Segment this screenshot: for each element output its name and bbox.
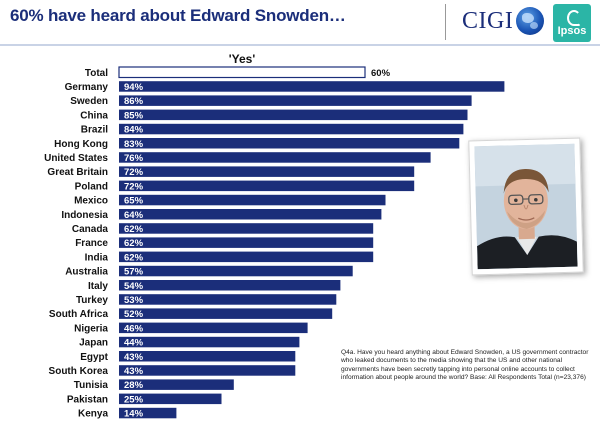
value-label-germany: 94%: [124, 82, 144, 93]
bar-canada: [119, 223, 374, 234]
portrait-photo-frame: [468, 137, 584, 276]
bar-total: [118, 66, 366, 79]
bar-sweden: [119, 95, 472, 106]
category-label-brazil: Brazil: [81, 125, 108, 136]
category-label-south-korea: South Korea: [49, 366, 109, 377]
category-label-japan: Japan: [79, 338, 108, 349]
value-label-total: 60%: [371, 68, 391, 79]
bar-indonesia: [119, 209, 382, 220]
bar-japan: [119, 336, 300, 348]
bar-great-britain: [119, 166, 415, 177]
bar-germany: [119, 81, 505, 92]
bar-mexico: [119, 194, 386, 206]
bar-nigeria: [119, 322, 308, 334]
category-label-tunisia: Tunisia: [74, 380, 109, 391]
bar-tunisia: [119, 379, 234, 390]
category-label-total: Total: [85, 68, 108, 79]
page-title: 60% have heard about Edward Snowden…: [10, 6, 346, 25]
value-label-tunisia: 28%: [124, 380, 144, 391]
value-label-indonesia: 64%: [124, 210, 144, 221]
value-label-great-britain: 72%: [124, 167, 144, 178]
globe-icon: [516, 7, 545, 35]
value-label-india: 62%: [124, 252, 144, 263]
value-label-nigeria: 46%: [124, 323, 144, 334]
category-label-kenya: Kenya: [78, 409, 108, 420]
bar-poland: [119, 180, 415, 192]
value-label-brazil: 84%: [124, 125, 144, 136]
bar-brazil: [119, 123, 464, 135]
value-label-south-korea: 43%: [124, 366, 144, 377]
value-label-pakistan: 25%: [124, 394, 144, 405]
category-label-hong-kong: Hong Kong: [54, 139, 108, 150]
value-label-kenya: 14%: [124, 409, 144, 420]
category-label-south-africa: South Africa: [49, 309, 109, 320]
value-label-china: 85%: [124, 110, 144, 121]
value-label-japan: 44%: [124, 338, 144, 349]
value-label-france: 62%: [124, 238, 144, 249]
category-label-nigeria: Nigeria: [74, 323, 108, 334]
bar-australia: [119, 265, 353, 277]
value-label-united-states: 76%: [124, 153, 144, 164]
value-label-turkey: 53%: [124, 295, 144, 306]
survey-footnote: Q4a. Have you heard anything about Edwar…: [341, 349, 589, 382]
ipsos-mark-icon: [567, 10, 581, 26]
category-label-great-britain: Great Britain: [47, 167, 108, 178]
value-label-poland: 72%: [124, 181, 144, 192]
ipsos-logo-text: Ipsos: [557, 25, 587, 37]
category-label-mexico: Mexico: [74, 196, 108, 207]
category-label-italy: Italy: [88, 281, 108, 292]
bar-kenya: [119, 407, 177, 419]
value-label-hong-kong: 83%: [124, 139, 144, 150]
bar-egypt: [119, 351, 296, 362]
logo-separator: [445, 4, 446, 40]
bar-pakistan: [119, 393, 222, 405]
category-label-united-states: United States: [44, 153, 108, 164]
bar-france: [119, 237, 374, 248]
category-label-turkey: Turkey: [76, 295, 108, 306]
category-label-sweden: Sweden: [70, 96, 108, 107]
bar-hong-kong: [119, 138, 460, 149]
category-label-indonesia: Indonesia: [61, 210, 108, 221]
chart-subtitle: 'Yes': [228, 52, 256, 66]
value-label-italy: 54%: [124, 281, 144, 292]
value-label-south-africa: 52%: [124, 309, 144, 320]
category-label-canada: Canada: [72, 224, 109, 235]
value-label-mexico: 65%: [124, 196, 144, 207]
value-label-canada: 62%: [124, 224, 144, 235]
category-label-india: India: [85, 252, 109, 263]
category-label-egypt: Egypt: [80, 352, 108, 363]
bar-turkey: [119, 294, 337, 305]
value-label-australia: 57%: [124, 267, 144, 278]
bar-china: [119, 109, 468, 121]
bar-italy: [119, 280, 341, 291]
portrait-illustration: [474, 143, 578, 270]
category-label-poland: Poland: [75, 181, 108, 192]
bar-india: [119, 251, 374, 263]
cigi-logo-text: CIGI: [462, 7, 514, 34]
category-label-china: China: [80, 110, 108, 121]
category-label-australia: Australia: [65, 267, 108, 278]
value-label-egypt: 43%: [124, 352, 144, 363]
header-rule: [0, 44, 600, 46]
category-label-pakistan: Pakistan: [67, 394, 108, 405]
portrait-photo: [474, 143, 578, 270]
bar-united-states: [119, 152, 431, 163]
cigi-logo: CIGI: [462, 6, 545, 36]
bar-south-africa: [119, 308, 333, 319]
category-label-france: France: [75, 238, 108, 249]
bar-south-korea: [119, 365, 296, 376]
ipsos-logo: Ipsos: [553, 4, 591, 42]
value-label-sweden: 86%: [124, 96, 144, 107]
category-label-germany: Germany: [65, 82, 109, 93]
